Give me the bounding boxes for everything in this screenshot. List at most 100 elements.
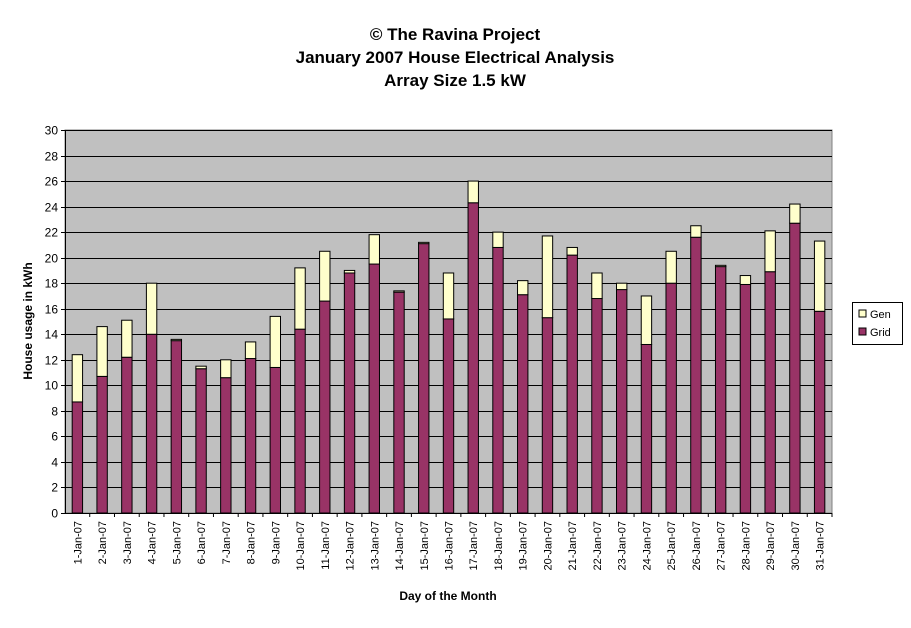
chart-title-line-1: © The Ravina Project [370,25,541,44]
y-tick-label: 10 [45,379,59,393]
x-tick-label: 27-Jan-07 [716,521,728,571]
bar-gen [591,272,603,300]
bar-gen [121,319,133,358]
bar-grid [714,266,727,514]
x-tick-label: 8-Jan-07 [246,521,258,564]
bar-gen [616,282,628,291]
y-tick-label: 24 [45,201,59,215]
x-tick-label: 13-Jan-07 [369,521,381,571]
x-tick-label: 7-Jan-07 [221,521,233,564]
bar-grid [121,356,133,514]
bar-grid [739,283,752,514]
bar-gen [343,269,356,274]
y-tick-label: 28 [45,150,59,164]
bar-grid [566,254,578,514]
bar-grid [640,343,653,514]
bar-grid [170,340,183,514]
x-tick-label: 22-Jan-07 [592,521,604,571]
y-tick-label: 14 [45,328,59,342]
x-tick-label: 19-Jan-07 [518,521,530,571]
bar-gen [640,295,653,345]
bar-grid [492,246,504,514]
x-tick-label: 9-Jan-07 [270,521,282,564]
bar-grid [813,310,826,514]
x-tick-label: 6-Jan-07 [196,521,208,564]
bar-gen [492,231,504,248]
x-tick-label: 17-Jan-07 [468,521,480,571]
bar-grid [467,202,479,514]
x-tick-label: 21-Jan-07 [567,521,579,571]
x-tick-label: 23-Jan-07 [617,521,629,571]
x-tick-label: 28-Jan-07 [740,521,752,571]
bar-gen [195,365,207,370]
chart-title-line-3: Array Size 1.5 kW [384,71,527,90]
bar-gen [71,354,84,403]
x-tick-label: 29-Jan-07 [765,521,777,571]
x-axis-title: Day of the Month [399,589,496,603]
y-tick-label: 22 [45,226,59,240]
bar-grid [690,236,702,514]
y-tick-label: 12 [45,354,59,368]
bar-gen [714,264,727,268]
bar-gen [294,267,306,330]
y-tick-label: 26 [45,175,59,189]
y-tick-label: 8 [51,405,58,419]
x-tick-label: 30-Jan-07 [790,521,802,571]
legend: Gen Grid [852,302,903,345]
bar-grid [764,271,776,514]
bar-gen [517,280,529,296]
bar-grid [418,243,430,514]
legend-swatch-gen [858,309,867,318]
bar-gen [541,235,554,319]
chart-title: © The Ravina Project January 2007 House … [296,25,615,90]
y-tick-label: 18 [45,277,59,291]
bar-gen [418,241,430,245]
bar-gen [813,240,826,312]
bar-gen [96,326,108,377]
bar-grid [319,300,331,514]
bar-gen [368,234,380,265]
bar-grid [343,272,356,514]
y-tick-label: 20 [45,252,59,266]
bar-grid [442,318,455,514]
x-tick-label: 3-Jan-07 [122,521,134,564]
bar-grid [393,291,405,514]
bar-grid [665,282,677,514]
bar-gen [739,275,752,285]
bar-grid [71,401,84,514]
legend-label-gen: Gen [870,309,891,321]
bar-grid [541,317,554,514]
y-tick-label: 0 [51,507,58,521]
x-tick-label: 18-Jan-07 [493,521,505,571]
x-tick-label: 15-Jan-07 [419,521,431,571]
bar-gen [789,203,801,224]
chart-title-line-2: January 2007 House Electrical Analysis [296,48,615,67]
bar-gen [442,272,455,320]
x-tick-label: 14-Jan-07 [394,521,406,571]
bar-grid [96,375,108,514]
bar-grid [591,298,603,514]
legend-swatch-grid [858,327,867,336]
bar-gen [665,250,677,284]
y-tick-label: 2 [51,481,58,495]
y-tick-label: 16 [45,303,59,317]
x-tick-label: 25-Jan-07 [666,521,678,571]
x-tick-label: 16-Jan-07 [444,521,456,571]
bar-gen [467,180,479,204]
y-axis-title: House usage in kWh [21,262,35,379]
bar-grid [789,222,801,514]
x-tick-label: 26-Jan-07 [691,521,703,571]
bar-grid [195,368,207,514]
x-axis-ticks: 1-Jan-07 2-Jan-07 3-Jan-07 4-Jan-07 5-Jan-07… [72,513,833,571]
bar-grid [616,289,628,514]
bar-grid [269,366,281,514]
bar-gen [566,246,578,256]
x-tick-label: 20-Jan-07 [543,521,555,571]
x-tick-label: 10-Jan-07 [295,521,307,571]
bar-gen [244,341,257,360]
y-tick-label: 6 [51,430,58,444]
bar-gen [319,250,331,302]
